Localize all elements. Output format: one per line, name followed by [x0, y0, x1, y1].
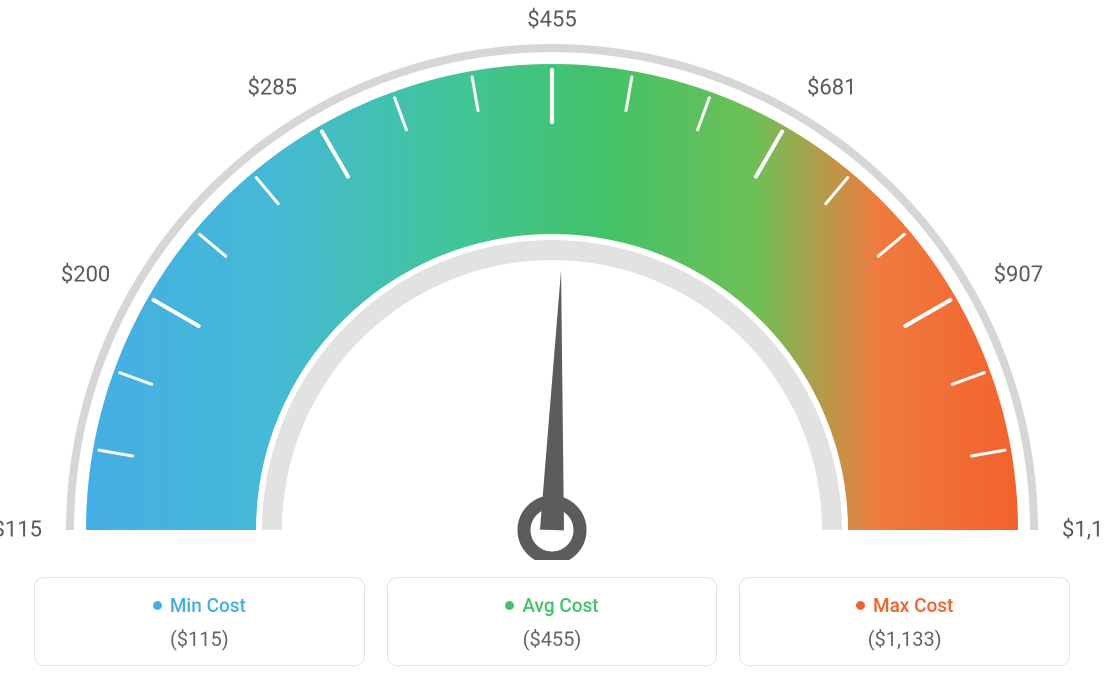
gauge-tick-label: $115: [0, 518, 42, 543]
legend-title-text: Min Cost: [170, 594, 246, 617]
legend-value-avg: ($455): [398, 627, 707, 651]
legend-title-min: Min Cost: [153, 594, 246, 617]
legend-title-text: Avg Cost: [522, 594, 598, 617]
gauge-svg: [0, 0, 1104, 560]
legend-row: Min Cost ($115) Avg Cost ($455) Max Cost…: [0, 577, 1104, 666]
legend-title-avg: Avg Cost: [505, 594, 598, 617]
dot-icon: [856, 601, 865, 610]
legend-title-text: Max Cost: [873, 594, 953, 617]
gauge-tick-label: $681: [807, 76, 856, 101]
legend-value-max: ($1,133): [750, 627, 1059, 651]
gauge-tick-label: $285: [248, 76, 297, 101]
dot-icon: [505, 601, 514, 610]
gauge-tick-label: $1,133: [1062, 518, 1104, 543]
gauge-tick-label: $907: [994, 263, 1043, 288]
gauge-tick-label: $455: [527, 8, 576, 33]
legend-card-min: Min Cost ($115): [34, 577, 365, 666]
gauge-tick-label: $200: [61, 263, 110, 288]
gauge-chart: $115 $200 $285 $455 $681 $907 $1,133: [0, 0, 1104, 560]
legend-card-avg: Avg Cost ($455): [387, 577, 718, 666]
legend-value-min: ($115): [45, 627, 354, 651]
legend-title-max: Max Cost: [856, 594, 953, 617]
dot-icon: [153, 601, 162, 610]
legend-card-max: Max Cost ($1,133): [739, 577, 1070, 666]
